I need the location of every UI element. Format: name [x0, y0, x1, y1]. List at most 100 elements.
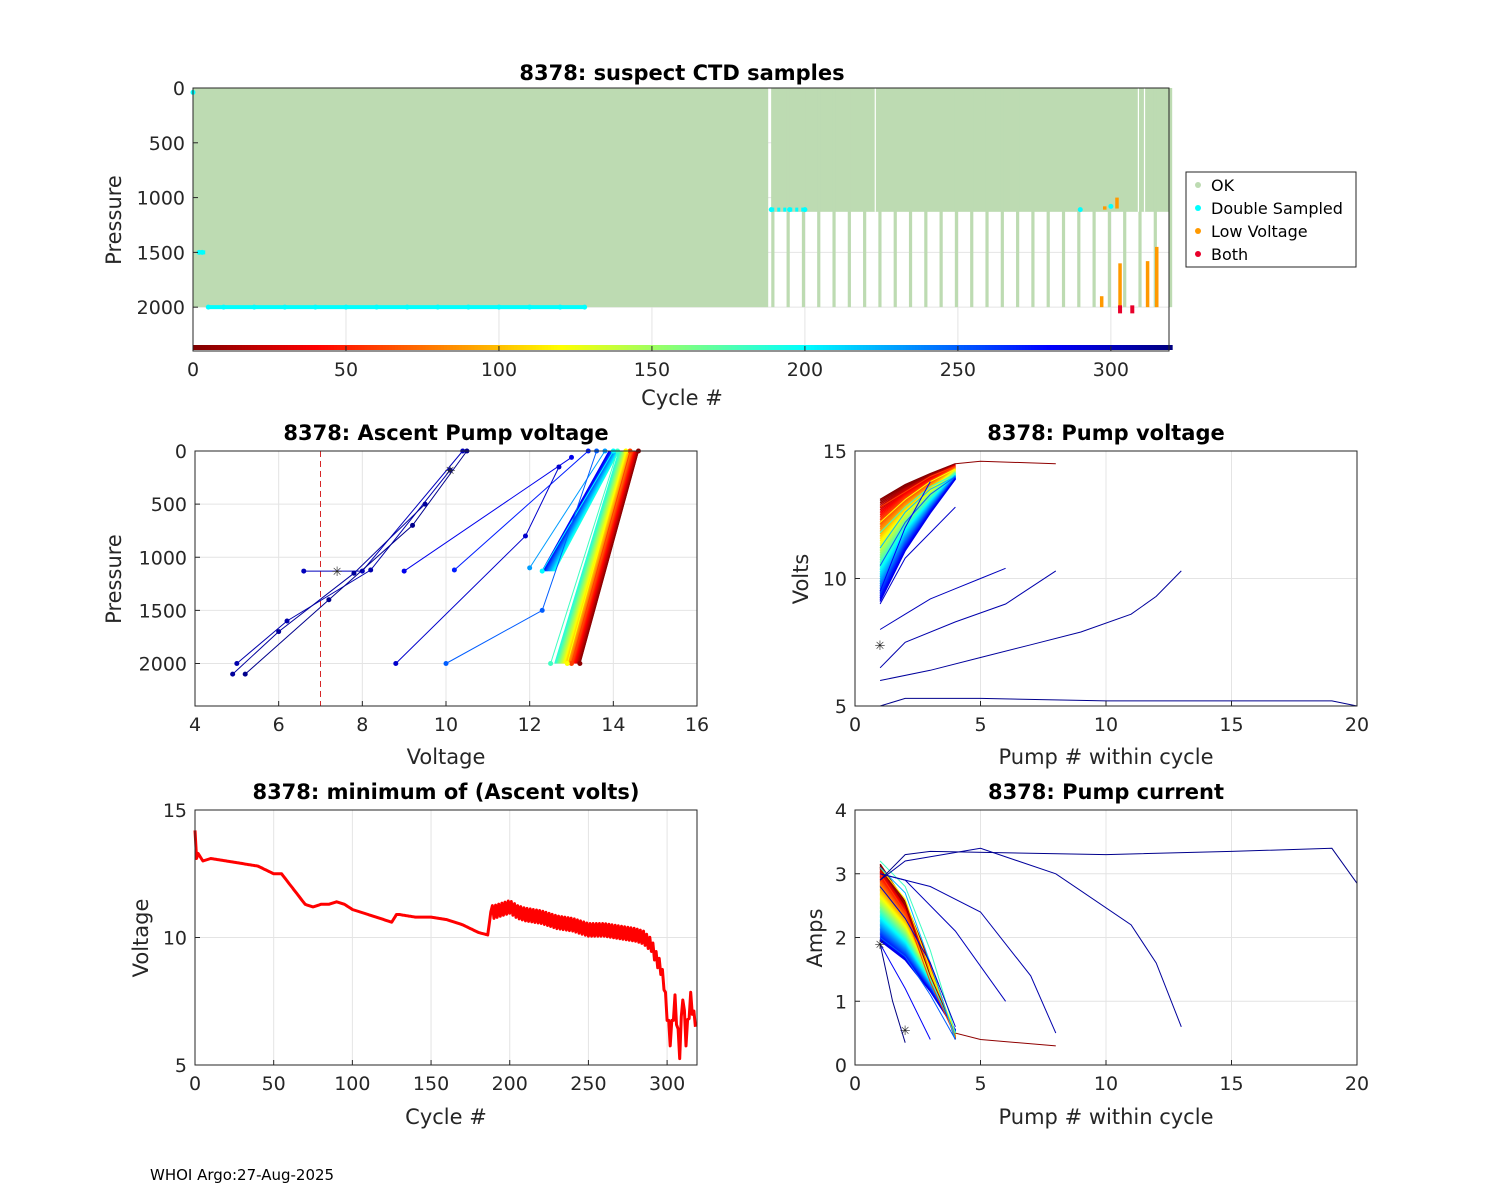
chart-title: 8378: Pump current: [988, 780, 1224, 804]
cycle-color-bar: [269, 345, 274, 350]
axes-frame: 0 50 100 150 200 250 300 0 500 1000 1500 2000: [137, 78, 1170, 381]
chart-title: 8378: minimum of (Ascent volts): [252, 780, 639, 804]
y-tick-label: 5: [175, 1055, 187, 1077]
plot-content: ✳: [875, 460, 1358, 707]
cycle-color-bar: [918, 345, 922, 350]
cycle-color-bar: [278, 345, 283, 350]
cycle-color-bar: [1031, 345, 1035, 350]
cycle-color-bar: [814, 345, 818, 350]
cycle-color-bar: [251, 345, 255, 350]
ok-deep-profile: [863, 88, 867, 308]
ok-deep-profile: [908, 88, 913, 308]
cycle-color-bar: [572, 345, 577, 350]
cycle-color-bar: [878, 345, 883, 350]
cycle-color-bar: [936, 345, 941, 350]
cycle-color-bar: [1089, 345, 1094, 350]
cycle-color-bar: [924, 345, 928, 350]
cycle-color-bar: [342, 345, 347, 350]
cycle-color-bar: [624, 345, 629, 350]
cycle-color-bar: [1034, 345, 1039, 350]
cycle-color-bar: [578, 345, 583, 350]
cycle-color-bar: [881, 345, 886, 350]
cycle-color-bar: [1055, 345, 1060, 350]
profile-line: [232, 503, 426, 675]
y-tick-label: 15: [823, 441, 847, 463]
cycle-color-bar: [492, 345, 497, 350]
cycle-color-bar: [508, 345, 512, 350]
legend-label: Double Sampled: [1211, 199, 1343, 218]
cycle-color-bar: [679, 345, 684, 350]
cycle-color-bar: [520, 345, 525, 350]
cycle-color-bar: [755, 345, 760, 350]
marker-star: ✳: [875, 639, 886, 654]
cycle-color-bar: [1046, 345, 1051, 350]
cycle-color-bar: [654, 345, 659, 350]
cycle-color-bar: [780, 345, 785, 350]
marker-star: ✳: [875, 938, 886, 953]
cycle-color-bar: [309, 345, 313, 350]
cycle-color-bar: [293, 345, 298, 350]
cycle-color-bar: [257, 345, 261, 350]
profile-point: [351, 570, 357, 576]
legend: OK Double Sampled Low Voltage Both: [1185, 171, 1357, 268]
cycle-color-bar: [456, 345, 460, 350]
cycle-color-bar: [1141, 345, 1146, 350]
cycle-color-bar: [682, 345, 687, 350]
ok-deep-profile: [1077, 88, 1081, 308]
cycle-color-bar: [973, 345, 977, 350]
cycle-color-bar: [820, 345, 824, 350]
cycle-color-bar: [205, 345, 209, 350]
profile-line: [236, 469, 451, 664]
cycle-color-bar: [407, 345, 411, 350]
ok-deep-profile: [786, 88, 790, 308]
x-tick-label: 0: [849, 1073, 861, 1095]
cycle-color-bar: [930, 345, 935, 350]
legend-label: OK: [1211, 176, 1235, 195]
cycle-color-bar: [985, 345, 990, 350]
y-tick-label: 1500: [139, 600, 187, 622]
pump-voltage-line: [879, 478, 956, 602]
cycle-color-bar: [480, 345, 485, 350]
cycle-color-bar: [676, 345, 681, 350]
x-tick-label: 250: [940, 359, 976, 381]
pump-voltage-line: [879, 481, 931, 592]
cycle-color-bar: [939, 345, 944, 350]
pump-voltage-line: [879, 697, 1358, 707]
cycle-color-bar: [300, 345, 304, 350]
cycle-color-bar: [382, 345, 387, 350]
profile-point: [548, 661, 554, 666]
cycle-color-bar: [768, 345, 772, 350]
ok-deep-profile: [1107, 88, 1112, 308]
cycle-color-bar: [1138, 345, 1143, 350]
ok-deep-profile: [1000, 88, 1004, 308]
cycle-color-bar: [254, 345, 258, 350]
cycle-color-bar: [685, 345, 690, 350]
cycle-color-bar: [208, 345, 212, 350]
cycle-color-bar: [731, 345, 736, 350]
profile-point: [234, 661, 240, 666]
legend-item-ok: OK: [1195, 176, 1235, 195]
cycle-color-bar: [615, 345, 619, 350]
legend-item-low-voltage: Low Voltage: [1195, 222, 1308, 241]
profile-point: [368, 567, 374, 573]
cycle-color-bar: [1144, 345, 1149, 350]
cycle-color-bar: [1086, 345, 1091, 350]
x-tick-label: 5: [974, 1073, 986, 1095]
y-tick-label: 15: [163, 800, 187, 822]
cycle-color-bar: [841, 345, 846, 350]
cycle-color-bar: [700, 345, 705, 350]
both-mark: [1118, 305, 1123, 314]
plot-content: ✳✳: [230, 448, 641, 706]
cycle-color-bar: [1153, 345, 1158, 350]
pump-voltage-line: [879, 460, 1056, 500]
cycle-color-bar: [287, 345, 292, 350]
y-tick-label: 1: [835, 991, 847, 1013]
plot-content: [190, 88, 1173, 350]
ok-deep-profile: [1153, 88, 1157, 308]
pump-voltage-line: [880, 570, 1182, 681]
cycle-color-bar: [627, 345, 632, 350]
cycle-color-bar: [1110, 345, 1115, 350]
cycle-color-bar: [557, 345, 561, 350]
